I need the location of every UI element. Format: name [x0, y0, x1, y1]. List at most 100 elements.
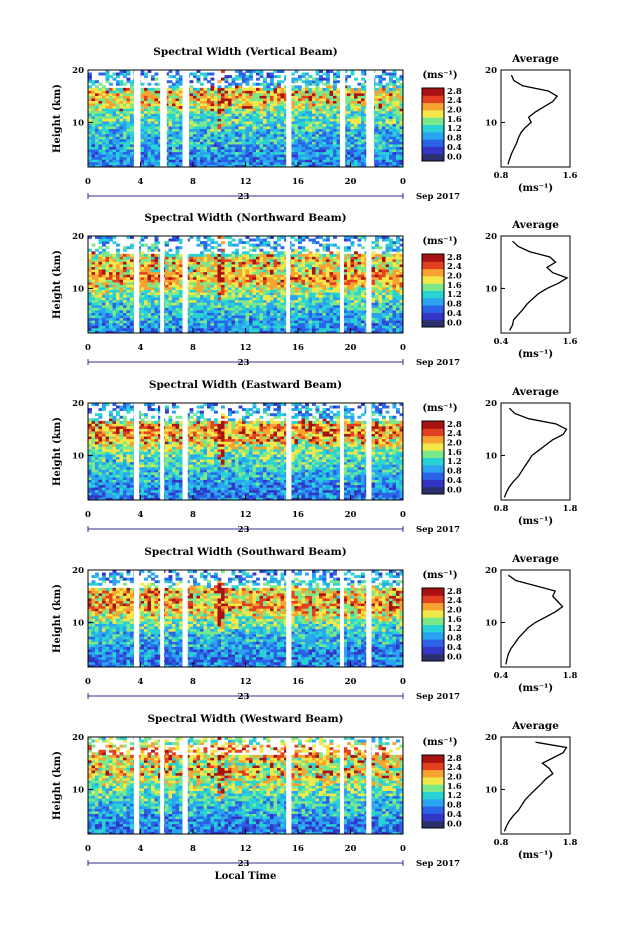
- heatmap-cell: [169, 126, 173, 129]
- heatmap-cell: [330, 103, 334, 106]
- heatmap-cell: [221, 267, 225, 270]
- heatmap-cell: [246, 297, 250, 300]
- heatmap-cell: [221, 325, 225, 328]
- heatmap-cell: [109, 305, 113, 308]
- heatmap-cell: [123, 262, 127, 265]
- heatmap-cell: [155, 90, 159, 93]
- heatmap-cell: [221, 111, 225, 114]
- heatmap-cell: [246, 147, 250, 150]
- heatmap-cell: [151, 328, 155, 331]
- heatmap-cell: [256, 154, 260, 157]
- heatmap-cell: [309, 88, 313, 91]
- heatmap-cell: [106, 124, 110, 127]
- heatmap-cell: [179, 159, 183, 162]
- heatmap-cell: [193, 139, 197, 142]
- heatmap-cell: [197, 244, 201, 247]
- heatmap-cell: [337, 98, 341, 101]
- heatmap-cell: [106, 251, 110, 254]
- heatmap-cell: [249, 272, 253, 275]
- heatmap-cell: [204, 134, 208, 137]
- heatmap-cell: [88, 119, 92, 122]
- heatmap-cell: [263, 262, 267, 265]
- heatmap-cell: [330, 106, 334, 109]
- heatmap-cell: [239, 83, 243, 86]
- heatmap-cell: [204, 318, 208, 321]
- heatmap-cell: [204, 328, 208, 331]
- heatmap-cell: [207, 139, 211, 142]
- heatmap-cell: [270, 267, 274, 270]
- heatmap-cell: [274, 282, 278, 285]
- heatmap-cell: [106, 152, 110, 155]
- heatmap-cell: [277, 139, 281, 142]
- heatmap-cell: [106, 290, 110, 293]
- heatmap-cell: [148, 323, 152, 326]
- heatmap-cell: [253, 111, 257, 114]
- heatmap-cell: [239, 93, 243, 96]
- heatmap-cell: [123, 282, 127, 285]
- heatmap-cell: [239, 323, 243, 326]
- heatmap-cell: [281, 149, 285, 152]
- heatmap-cell: [190, 88, 194, 91]
- heatmap-cell: [326, 85, 330, 88]
- heatmap-cell: [256, 320, 260, 323]
- heatmap-cell: [211, 320, 215, 323]
- heatmap-cell: [263, 162, 267, 165]
- heatmap-cell: [116, 315, 120, 318]
- heatmap-cell: [221, 274, 225, 277]
- heatmap-cell: [316, 159, 320, 162]
- heatmap-cell: [130, 96, 134, 99]
- heatmap-cell: [172, 310, 176, 313]
- heatmap-cell: [302, 126, 306, 129]
- heatmap-cell: [116, 80, 120, 83]
- heatmap-cell: [246, 267, 250, 270]
- heatmap-cell: [298, 126, 302, 129]
- heatmap-cell: [130, 103, 134, 106]
- heatmap-cell: [102, 106, 106, 109]
- heatmap-cell: [207, 300, 211, 303]
- heatmap-cell: [242, 274, 246, 277]
- heatmap-cell: [221, 157, 225, 160]
- heatmap-cell: [155, 96, 159, 99]
- heatmap-cell: [256, 162, 260, 165]
- heatmap-cell: [302, 139, 306, 142]
- heatmap-cell: [204, 244, 208, 247]
- heatmap-cell: [270, 157, 274, 160]
- heatmap-cell: [386, 103, 390, 106]
- heatmap-cell: [148, 315, 152, 318]
- heatmap-cell: [95, 157, 99, 160]
- heatmap-cell: [274, 274, 278, 277]
- heatmap-cell: [221, 98, 225, 101]
- heatmap-cell: [165, 254, 169, 257]
- heatmap-cell: [141, 90, 145, 93]
- colorbar-swatch: [422, 95, 444, 103]
- heatmap-cell: [214, 93, 218, 96]
- heatmap-cell: [354, 103, 358, 106]
- heatmap-cell: [148, 305, 152, 308]
- heatmap-cell: [239, 241, 243, 244]
- heatmap-cell: [197, 152, 201, 155]
- heatmap-cell: [102, 154, 106, 157]
- heatmap-cell: [393, 103, 397, 106]
- heatmap-cell: [246, 272, 250, 275]
- heatmap-cell: [204, 290, 208, 293]
- heatmap-cell: [113, 116, 117, 119]
- heatmap-cell: [155, 124, 159, 127]
- colorbar-tick-label: 2.0: [447, 106, 462, 116]
- heatmap-cell: [155, 282, 159, 285]
- heatmap-cell: [326, 88, 330, 91]
- heatmap-cell: [151, 101, 155, 104]
- heatmap-cell: [130, 108, 134, 111]
- heatmap-cell: [214, 106, 218, 109]
- heatmap-cell: [270, 300, 274, 303]
- heatmap-cell: [148, 93, 152, 96]
- heatmap-cell: [141, 323, 145, 326]
- heatmap-cell: [396, 136, 400, 139]
- heatmap-cell: [88, 80, 92, 83]
- heatmap-cell: [176, 134, 180, 137]
- heatmap-cell: [102, 277, 106, 280]
- heatmap-cell: [197, 295, 201, 298]
- heatmap-cell: [214, 246, 218, 249]
- heatmap-cell: [330, 147, 334, 150]
- heatmap-cell: [95, 113, 99, 116]
- heatmap-cell: [242, 295, 246, 298]
